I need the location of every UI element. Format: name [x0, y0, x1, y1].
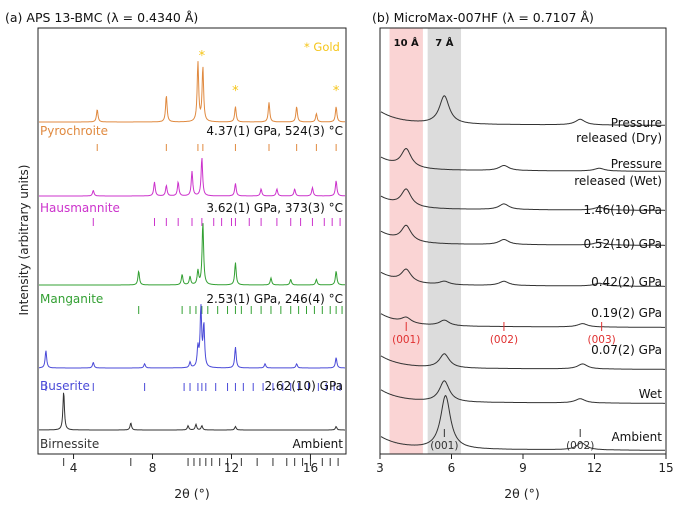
panel-b-title: (b) MicroMax-007HF (λ = 0.7107 Å)	[372, 10, 594, 25]
pattern-line-birnessite	[39, 392, 345, 431]
xrd-pattern-line	[380, 95, 665, 126]
pattern-line-buserite	[39, 304, 345, 369]
pattern-line-pyrochroite	[39, 61, 345, 123]
red-reflection-label: (001)	[392, 334, 420, 346]
panel-b-bands: 10 Å 7 Å	[389, 28, 462, 454]
x-tick-label: 15	[658, 461, 673, 475]
phase-label-manganite: Manganite	[40, 292, 103, 306]
highlight-band	[427, 28, 462, 454]
condition-label: 3.62(1) GPa, 373(3) °C	[206, 201, 343, 215]
pressure-label: 0.07(2) GPa	[591, 343, 662, 357]
xrd-pattern-line	[380, 147, 665, 172]
gold-marker: *	[333, 84, 340, 99]
pressure-label: Wet	[639, 387, 663, 401]
phase-label-birnessite: Birnessite	[40, 437, 99, 451]
x-tick-label: 6	[448, 461, 456, 475]
pressure-label: 0.19(2) GPa	[591, 306, 662, 320]
xrd-pattern-line	[380, 380, 665, 404]
xrd-pattern-line	[380, 313, 665, 328]
x-tick-label: 16	[303, 461, 318, 475]
panel-b-xlabel: 2θ (°)	[504, 486, 540, 501]
highlight-band	[389, 28, 423, 454]
pattern-line-hausmannite	[39, 157, 345, 197]
xrd-pattern-line	[380, 353, 665, 370]
condition-label: 2.62(10) GPa	[264, 379, 343, 393]
pressure-label: Ambient	[611, 430, 662, 444]
pattern-line-manganite	[39, 223, 345, 286]
gold-marker: *	[199, 49, 206, 64]
condition-label: 2.53(1) GPa, 246(4) °C	[206, 292, 343, 306]
x-tick-label: 3	[376, 461, 384, 475]
x-tick-label: 12	[587, 461, 602, 475]
band-label: 7 Å	[435, 36, 453, 49]
xrd-pattern-line	[380, 394, 665, 451]
pressure-label: released (Dry)	[576, 131, 662, 145]
panel-a-ylabel: Intensity (arbitrary units)	[17, 165, 31, 316]
panel-a-xlabel: 2θ (°)	[174, 486, 210, 501]
condition-label: Ambient	[292, 437, 343, 451]
gold-marker: *	[232, 84, 239, 99]
phase-label-buserite: Buserite	[40, 379, 90, 393]
xrd-pattern-line	[380, 188, 665, 211]
red-reflection-label: (002)	[490, 334, 518, 346]
x-tick-label: 8	[149, 461, 157, 475]
black-reflection-label: (002)	[566, 440, 594, 452]
pressure-label: released (Wet)	[574, 174, 662, 188]
black-reflection-label: (001)	[430, 440, 458, 452]
red-reflection-label: (003)	[588, 334, 616, 346]
gold-legend-label: * Gold	[304, 40, 340, 54]
pressure-label: Pressure	[611, 157, 662, 171]
phase-label-pyrochroite: Pyrochroite	[40, 124, 108, 138]
pressure-label: Pressure	[611, 116, 662, 130]
panel-a-frame	[37, 27, 347, 455]
panel-b-frame	[379, 27, 667, 455]
panel-a-title: (a) APS 13-BMC (λ = 0.4340 Å)	[5, 10, 198, 25]
condition-label: 4.37(1) GPa, 524(3) °C	[206, 124, 343, 138]
band-label: 10 Å	[394, 36, 419, 49]
x-tick-label: 12	[224, 461, 239, 475]
pressure-label: 1.46(10) GPa	[583, 203, 662, 217]
pressure-label: 0.42(2) GPa	[591, 275, 662, 289]
phase-label-hausmannite: Hausmannite	[40, 201, 120, 215]
xrd-pattern-line	[380, 268, 665, 287]
xrd-pattern-line	[380, 224, 665, 246]
x-tick-label: 4	[70, 461, 78, 475]
pressure-label: 0.52(10) GPa	[583, 237, 662, 251]
x-tick-label: 9	[519, 461, 527, 475]
panel-a-plot: Pyrochroite 4.37(1) GPa, 524(3) °C Hausman…	[39, 49, 345, 475]
